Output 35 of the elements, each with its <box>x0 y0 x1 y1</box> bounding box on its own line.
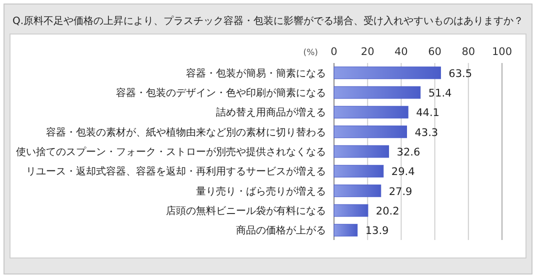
data-label: 44.1 <box>416 107 440 120</box>
bar <box>334 204 368 217</box>
bar <box>334 86 421 99</box>
x-tick-label: 60 <box>428 46 442 58</box>
y-tick-label: 使い捨てのスプーン・フォーク・ストローが別売や提供されなくなる <box>16 146 326 158</box>
x-tick-label: 0 <box>330 46 338 58</box>
y-tick-label: 商品の価格が上がる <box>236 224 326 237</box>
bar <box>334 184 382 198</box>
x-tick-label: 100 <box>492 46 512 58</box>
chart-title: Q.原料不足や価格の上昇により、プラスチック容器・包装に影響がでる場合、受け入れやすいものはありますか？ <box>12 15 524 27</box>
data-label: 63.5 <box>448 68 472 80</box>
y-tick-label: 容器・包装のデザイン・色や印刷が簡素になる <box>116 87 326 99</box>
data-label: 13.9 <box>365 225 389 238</box>
bar <box>334 66 441 80</box>
bar <box>334 106 408 118</box>
y-tick-label: 詰め替え用商品が増える <box>216 106 326 119</box>
y-tick-label: 量り売り・ばら売りが増える <box>196 185 326 198</box>
data-label: 43.3 <box>414 126 438 139</box>
bar <box>334 224 358 236</box>
data-label: 51.4 <box>428 88 452 100</box>
x-axis-title: (%) <box>303 48 318 58</box>
bar <box>334 164 384 178</box>
x-tick-label: 40 <box>394 46 408 58</box>
y-tick-label: 容器・包装が簡易・簡素になる <box>186 67 326 80</box>
x-tick-label: 20 <box>360 46 374 58</box>
data-label: 20.2 <box>376 206 400 218</box>
data-label: 32.6 <box>396 146 420 158</box>
y-tick-label: 店頭の無料ビニール袋が有料になる <box>166 205 326 217</box>
y-tick-label: リユース・返却式容器、容器を返却・再利用するサービスが増える <box>26 166 326 178</box>
x-tick-label: 80 <box>462 46 476 58</box>
data-label: 27.9 <box>388 186 412 198</box>
bar <box>334 145 390 158</box>
data-label: 29.4 <box>391 166 416 178</box>
bar <box>334 126 407 138</box>
y-tick-label: 容器・包装の素材が、紙や植物由来など別の素材に切り替わる <box>46 126 326 138</box>
